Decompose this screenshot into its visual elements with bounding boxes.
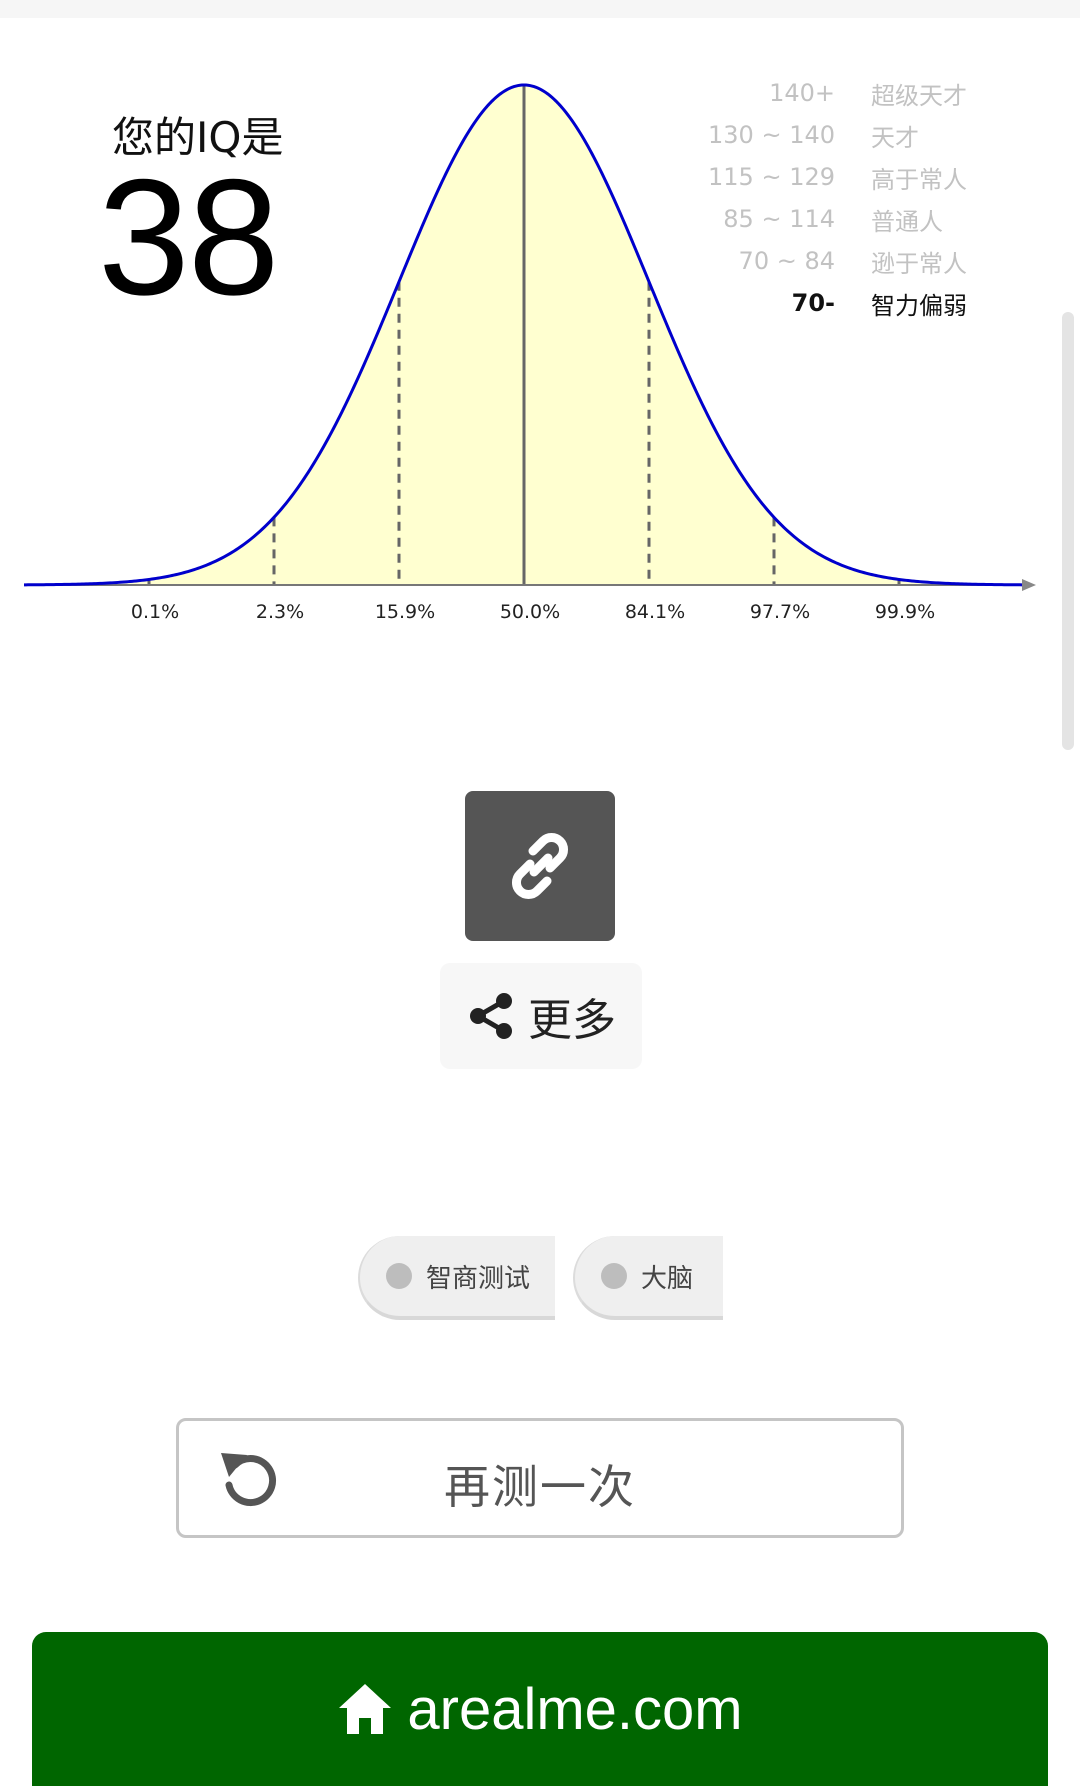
legend-label: 智力偏弱: [871, 291, 967, 320]
legend-range: 140+: [769, 79, 835, 107]
legend-range: 115 ~ 129: [708, 163, 835, 191]
iq-score: 38: [98, 145, 280, 329]
legend-row-active: 70- 智力偏弱: [690, 282, 990, 324]
legend-label: 普通人: [871, 207, 943, 236]
legend-range: 85 ~ 114: [723, 205, 835, 233]
tag-brain[interactable]: 大脑: [573, 1236, 723, 1320]
percentile-label: 99.9%: [875, 601, 935, 623]
legend-label: 高于常人: [871, 165, 967, 194]
site-name: arealme.com: [407, 1676, 743, 1742]
legend-range: 130 ~ 140: [708, 121, 835, 149]
retry-label: 再测一次: [444, 1460, 636, 1514]
iq-legend: 140+ 超级天才 130 ~ 140 天才 115 ~ 129 高于常人 85…: [690, 72, 990, 324]
share-icon: [470, 993, 512, 1039]
refresh-icon: [221, 1453, 277, 1507]
legend-row: 115 ~ 129 高于常人: [690, 156, 990, 198]
tag-iq-test[interactable]: 智商测试: [358, 1236, 555, 1320]
percentile-label: 84.1%: [625, 601, 685, 623]
legend-label: 逊于常人: [871, 249, 967, 278]
legend-row: 70 ~ 84 逊于常人: [690, 240, 990, 282]
tag-dot-icon: [386, 1263, 412, 1289]
tag-dot-icon: [601, 1263, 627, 1289]
copy-link-button[interactable]: [465, 791, 615, 941]
tag-label: 大脑: [641, 1263, 694, 1294]
retry-test-button[interactable]: 再测一次: [176, 1418, 904, 1538]
iq-result-title: 您的IQ是: [112, 113, 284, 162]
link-icon: [512, 833, 568, 899]
legend-label: 超级天才: [871, 81, 967, 110]
distribution-curve: [23, 83, 1023, 587]
legend-row: 85 ~ 114 普通人: [690, 198, 990, 240]
percentile-label: 50.0%: [500, 601, 560, 623]
legend-row: 130 ~ 140 天才: [690, 114, 990, 156]
percentile-label: 2.3%: [256, 601, 304, 623]
percentile-label: 97.7%: [750, 601, 810, 623]
percentile-label: 0.1%: [131, 601, 179, 623]
share-more-button[interactable]: 更多: [440, 963, 642, 1069]
legend-range: 70 ~ 84: [738, 247, 835, 275]
percentile-label: 15.9%: [375, 601, 435, 623]
share-more-label: 更多: [528, 995, 616, 1046]
tag-label: 智商测试: [426, 1263, 531, 1294]
home-link-banner[interactable]: arealme.com: [32, 1632, 1048, 1786]
scrollbar[interactable]: [1062, 312, 1074, 750]
legend-label: 天才: [871, 123, 919, 152]
iq-distribution-chart: 0.1% 2.3% 15.9% 50.0% 84.1% 97.7% 99.9%: [23, 83, 1036, 623]
legend-row: 140+ 超级天才: [690, 72, 990, 114]
top-status-strip: [0, 0, 1080, 18]
legend-range: 70-: [791, 289, 835, 317]
x-axis-arrow: [1022, 579, 1036, 591]
home-icon: [339, 1684, 392, 1734]
